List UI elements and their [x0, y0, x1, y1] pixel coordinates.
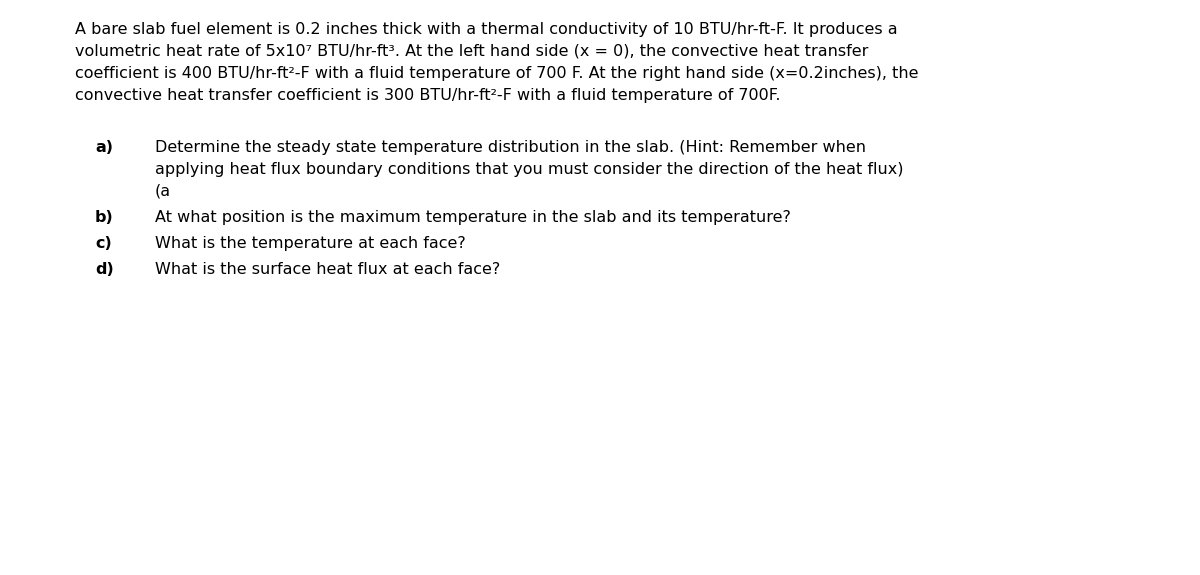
Text: convective heat transfer coefficient is 300 BTU/hr-ft²-F with a fluid temperatur: convective heat transfer coefficient is … — [74, 88, 780, 103]
Text: (a: (a — [155, 184, 172, 199]
Text: Determine the steady state temperature distribution in the slab. (Hint: Remember: Determine the steady state temperature d… — [155, 140, 866, 155]
Text: d): d) — [95, 262, 114, 277]
Text: c): c) — [95, 236, 112, 251]
Text: a): a) — [95, 140, 113, 155]
Text: What is the temperature at each face?: What is the temperature at each face? — [155, 236, 466, 251]
Text: volumetric heat rate of 5x10⁷ BTU/hr-ft³. At the left hand side (x = 0), the con: volumetric heat rate of 5x10⁷ BTU/hr-ft³… — [74, 44, 869, 59]
Text: b): b) — [95, 210, 114, 225]
Text: applying heat flux boundary conditions that you must consider the direction of t: applying heat flux boundary conditions t… — [155, 162, 904, 177]
Text: At what position is the maximum temperature in the slab and its temperature?: At what position is the maximum temperat… — [155, 210, 791, 225]
Text: coefficient is 400 BTU/hr-ft²-F with a fluid temperature of 700 F. At the right : coefficient is 400 BTU/hr-ft²-F with a f… — [74, 66, 918, 81]
Text: What is the surface heat flux at each face?: What is the surface heat flux at each fa… — [155, 262, 500, 277]
Text: A bare slab fuel element is 0.2 inches thick with a thermal conductivity of 10 B: A bare slab fuel element is 0.2 inches t… — [74, 22, 898, 37]
